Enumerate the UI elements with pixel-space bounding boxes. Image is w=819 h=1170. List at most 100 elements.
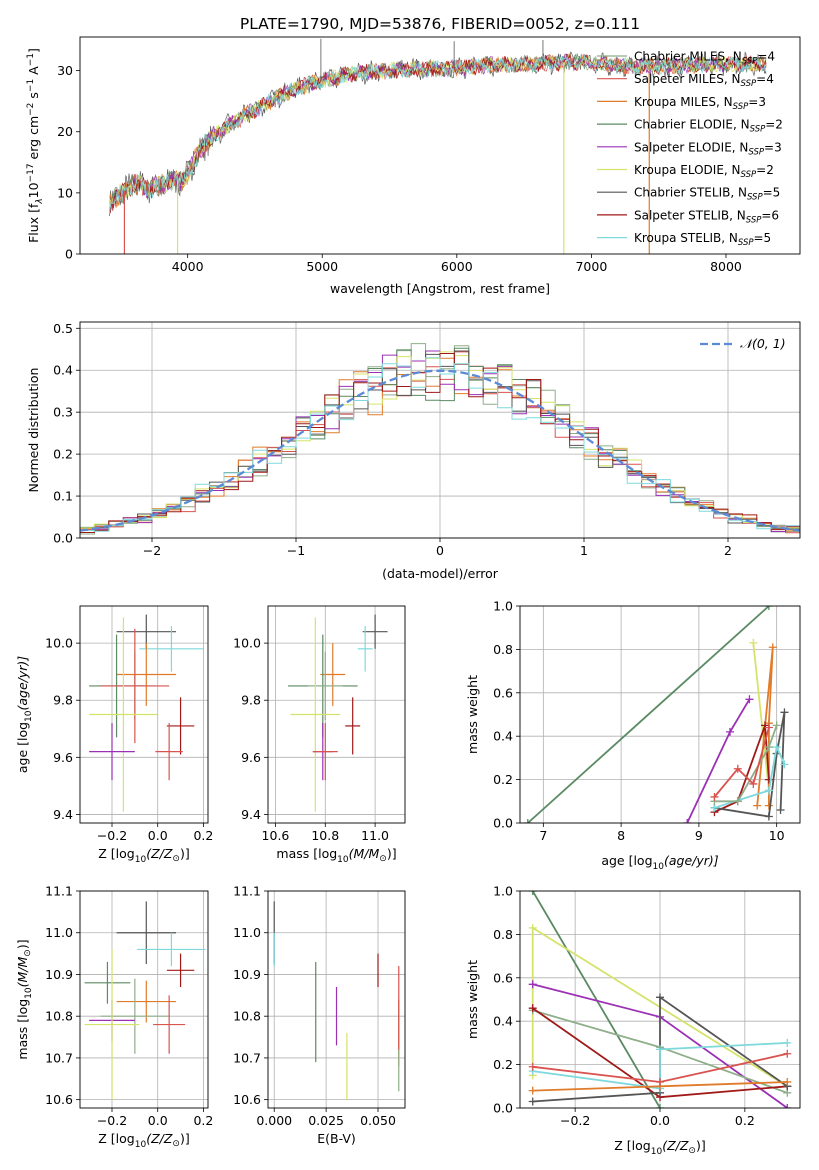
y-tick-label: 10.7 [233,1050,261,1065]
y-tick-label: 0.2 [53,447,73,462]
legend-label-count: =5 [763,186,781,200]
axes-frame [79,36,801,255]
x-axis-label-part: ⊙ [379,854,387,864]
legend-label-sub: SSP [747,193,763,203]
plot-area-age_vs_Z [89,614,204,812]
y-tick-label: 10.9 [233,967,261,982]
weight-marker [726,727,734,736]
y-tick-label: 10.8 [45,1009,73,1024]
y-axis-label-part: (M/M [15,957,30,988]
y-tick-label: 0 [65,247,73,262]
weight-marker [528,891,537,895]
x-axis-label-part: )] [696,1138,706,1153]
legend-label-count: =3 [748,95,766,109]
x-tick-label: 4000 [172,259,204,274]
panel-weight_vs_Z: −0.2 0.0 0.2 0.0 0.2 0.4 0.6 0.8 1.0 Z [log10(Z/Z… [465,884,801,1157]
legend-label-sub: SSP [742,57,758,67]
panel-mass_vs_EBV: 0.000 0.025 0.050 10.6 10.7 10.8 10.9 11.0 11.1 E… [233,884,406,1146]
plot-area-mass_vs_EBV [273,901,400,1100]
x-tick-label: 9 [695,828,703,843]
x-tick-label: 0.0 [148,1113,168,1128]
weight-marker [772,743,781,752]
figure-title: PLATE=1790, MJD=53876, FIBERID=0052, z=0… [240,15,640,33]
y-tick-label: 9.8 [53,693,73,708]
x-tick-label: 0.050 [360,1113,396,1128]
y-tick-label: 10.8 [233,1009,261,1024]
y-tick-label: 9.4 [241,807,261,822]
x-axis-label-part: )] [180,1131,190,1146]
weight-marker [656,1045,664,1054]
x-axis-label-part: (M/M [349,846,380,861]
legend-label-text: Chabrier MILES, N [634,50,742,64]
weight-marker [683,819,692,823]
plot-area-weight_vs_age [523,606,789,823]
x-axis-label: mass [log10(M/M⊙)] [276,846,396,865]
legend-label-text: Chabrier ELODIE, N [634,118,750,132]
legend-label-sub: SSP [750,125,766,135]
y-axis-label-part: A [26,66,41,79]
x-axis-label: Z [log10(Z/Z⊙)] [98,846,189,865]
legend-label-count: =6 [761,208,779,222]
weight-marker [656,1104,664,1108]
normal-curve [80,369,800,532]
axes-frame [79,605,209,824]
x-axis-label: E(B-V) [317,1131,356,1146]
y-axis-label-part: )] [15,939,30,949]
y-axis-label-part: 10 [24,987,34,999]
spectrum-line [109,53,767,212]
x-tick-label: 7000 [575,259,607,274]
legend-label: Kroupa MILES, NSSP=3 [634,95,766,112]
x-axis-label-part: 10 [651,1147,663,1157]
weight-marker [764,786,773,795]
x-tick-label: 0.0 [650,1113,670,1128]
x-axis-label-part: age [log [601,853,652,868]
x-tick-label: 7 [539,828,547,843]
x-axis-label-part: Z [log [98,1131,134,1146]
y-tick-label: 10.6 [233,1092,261,1107]
x-axis-label: wavelength [Angstrom, rest frame] [330,281,550,296]
y-axis-label-part: s [26,92,41,103]
y-tick-label: 10.9 [45,967,73,982]
plot-area-residuals [80,343,800,535]
legend-label-text: Salpeter ELODIE, N [634,140,748,154]
y-tick-label: 0.6 [493,685,513,700]
y-tick-label: 0.0 [493,816,513,831]
legend-label-count: =4 [756,72,774,86]
y-axis-label-part: (age/yr)] [15,656,30,711]
y-tick-label: 9.6 [241,750,261,765]
y-tick-label: 1.0 [493,884,513,899]
legend-label: 𝒩(0, 1) [740,336,786,351]
plot-area-spectrum [109,38,767,254]
x-axis-label: Z [log10(Z/Z⊙)] [614,1138,705,1157]
x-tick-label: 2 [724,543,732,558]
y-axis-label-part: age [log [15,722,30,773]
y-axis-label: mass weight [465,960,480,1039]
y-tick-label: 10.0 [45,636,73,651]
axes-frame [267,605,406,824]
y-tick-label: 9.4 [53,807,73,822]
legend-label-count: =4 [757,50,775,64]
weight-marker [745,695,754,704]
y-tick-label: 0.4 [493,1014,513,1029]
x-tick-label: 6000 [441,259,473,274]
legend-label: Salpeter STELIB, NSSP=6 [634,208,779,225]
x-axis-label: Z [log10(Z/Z⊙)] [98,1131,189,1150]
x-axis-label-part: (Z/Z [662,1138,689,1153]
weight-line [527,606,770,823]
weight-marker [783,1038,792,1047]
legend-label-text: Kroupa STELIB, N [634,231,738,245]
x-tick-label: 0.2 [193,1113,213,1128]
weight-line [713,727,770,798]
weight-marker [780,760,789,769]
y-tick-label: 10.0 [233,636,261,651]
weight-line [531,891,661,1108]
weight-marker [772,721,781,730]
legend-label: Chabrier ELODIE, NSSP=2 [634,118,783,135]
legend-label-sub: SSP [746,215,762,225]
weight-marker [528,1097,537,1106]
x-tick-label: −0.2 [560,1113,590,1128]
spectrum-line [109,53,767,214]
legend-label: Salpeter MILES, NSSP=4 [634,72,774,89]
panel-spectrum: 4000 5000 6000 7000 8000 0 10 20 30 wavelength [A… [26,36,801,296]
